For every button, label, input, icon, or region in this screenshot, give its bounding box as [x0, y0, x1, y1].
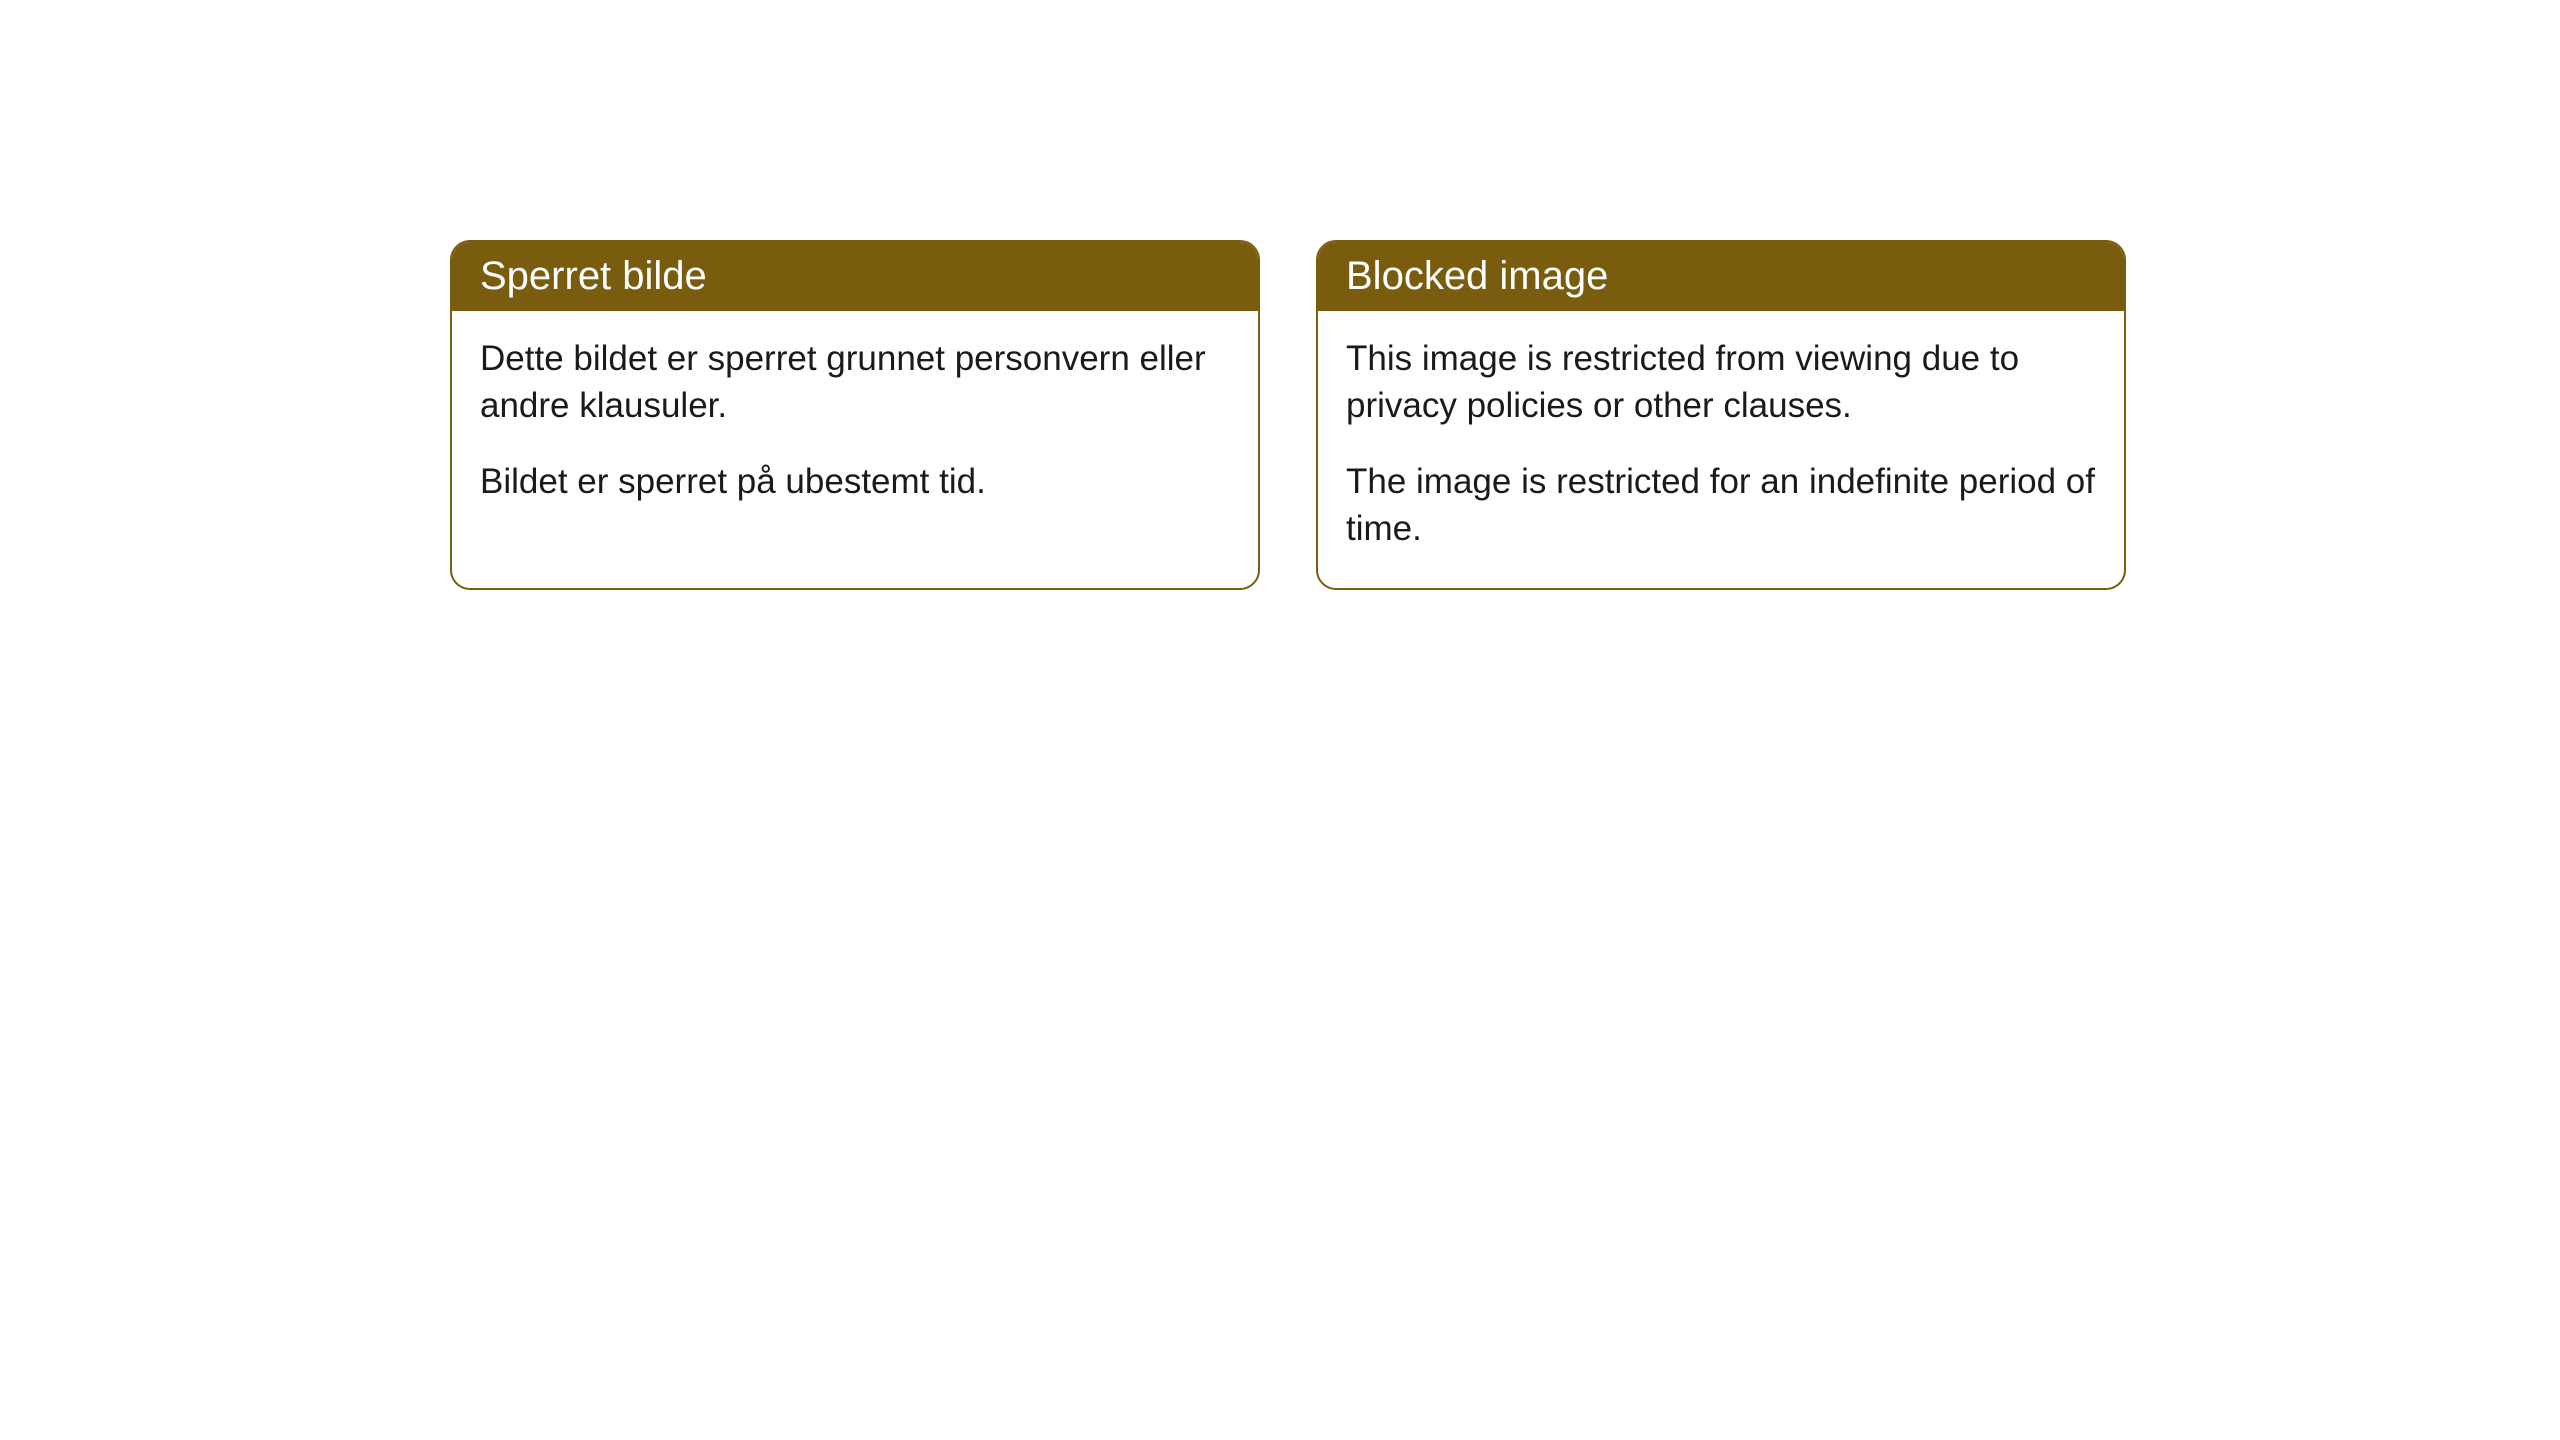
card-title: Blocked image: [1346, 254, 1608, 298]
blocked-image-card-english: Blocked image This image is restricted f…: [1316, 240, 2126, 590]
card-paragraph-2: The image is restricted for an indefinit…: [1346, 458, 2096, 553]
card-header: Sperret bilde: [452, 242, 1258, 311]
card-paragraph-1: Dette bildet er sperret grunnet personve…: [480, 335, 1230, 430]
card-paragraph-2: Bildet er sperret på ubestemt tid.: [480, 458, 1230, 505]
card-body: This image is restricted from viewing du…: [1318, 311, 2124, 588]
blocked-image-card-norwegian: Sperret bilde Dette bildet er sperret gr…: [450, 240, 1260, 590]
card-header: Blocked image: [1318, 242, 2124, 311]
card-body: Dette bildet er sperret grunnet personve…: [452, 311, 1258, 541]
card-title: Sperret bilde: [480, 254, 707, 298]
notice-card-container: Sperret bilde Dette bildet er sperret gr…: [450, 240, 2126, 590]
card-paragraph-1: This image is restricted from viewing du…: [1346, 335, 2096, 430]
